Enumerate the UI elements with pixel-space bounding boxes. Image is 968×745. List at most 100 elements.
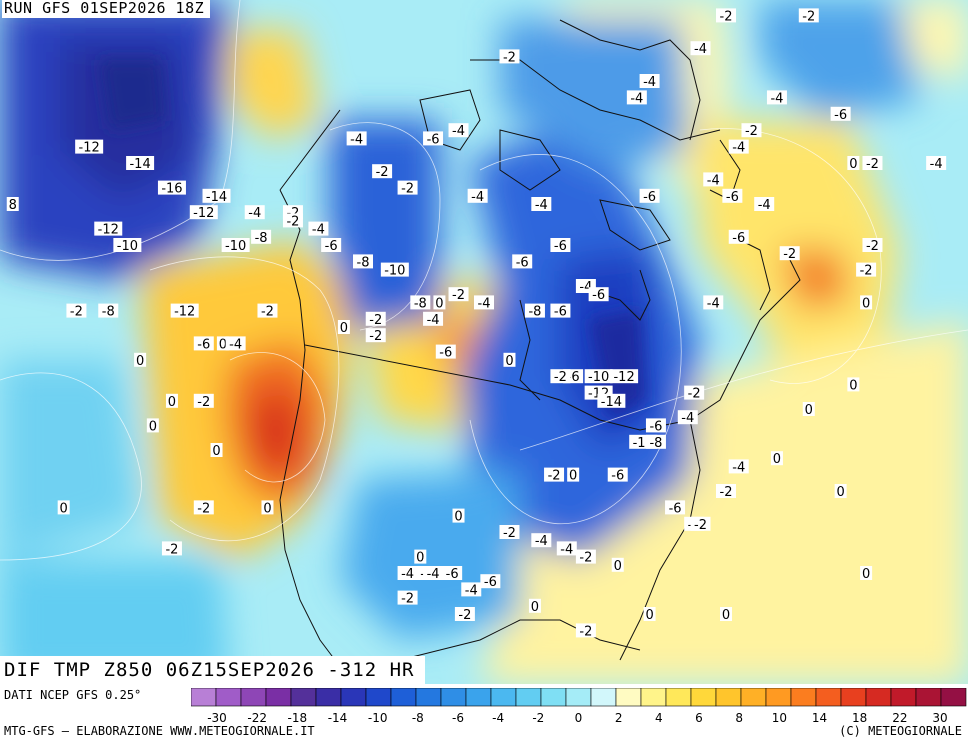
contour-label-bg — [575, 549, 596, 564]
contour-label-bg — [397, 566, 418, 580]
contour-label: -2 — [165, 542, 178, 557]
contour-label-bg — [94, 221, 123, 236]
color-scale-box — [840, 688, 867, 707]
contour-label-bg — [414, 549, 427, 564]
contour-label-bg — [165, 393, 178, 408]
color-scale-box — [640, 688, 667, 707]
credit-right: (C) METEOGIORNALE — [839, 724, 962, 738]
contour-label: -8 — [102, 305, 115, 320]
contour-label: -2 — [261, 305, 274, 320]
color-scale-box — [390, 688, 417, 707]
contour-label: -4 — [229, 337, 242, 352]
contour-label-bg — [261, 500, 274, 515]
contour-label-bg — [690, 516, 711, 531]
contour-label: 0 — [168, 395, 176, 410]
contour-label-bg — [397, 590, 418, 605]
contour-label: 0 — [614, 559, 622, 574]
contour-label: 0 — [219, 337, 227, 352]
contour-label-bg — [550, 303, 571, 318]
contour-label: -6 — [834, 108, 847, 123]
contour-label-bg — [210, 443, 223, 457]
contour-label-bg — [499, 525, 520, 539]
color-scale-tick: 0 — [575, 711, 583, 725]
contour-label-bg — [193, 500, 214, 515]
color-scale-box — [540, 688, 567, 707]
contour-label: 0 — [849, 157, 857, 172]
color-scale-box — [315, 688, 342, 707]
color-scale-box — [815, 688, 842, 707]
contour-label-bg — [728, 229, 749, 244]
contour-label: 0 — [849, 378, 857, 393]
color-scale-box — [415, 688, 442, 707]
contour-label: 0 — [505, 354, 513, 369]
contour-label: 0 — [569, 469, 577, 484]
color-scale-box — [265, 688, 292, 707]
contour-label: 0 — [645, 608, 653, 623]
contour-label: -8 — [528, 305, 541, 320]
contour-label-bg — [556, 541, 577, 556]
contour-label: -2 — [401, 182, 414, 197]
contour-label: -2 — [548, 469, 561, 484]
contour-label-bg — [98, 303, 119, 318]
contour-label: -4 — [560, 542, 573, 557]
contour-label: -2 — [745, 124, 758, 139]
contour-label: 0 — [60, 501, 68, 516]
contour-label-bg — [257, 303, 278, 318]
contour-label: -8 — [357, 255, 370, 270]
color-scale-box — [290, 688, 317, 707]
contour-label-bg — [766, 90, 787, 105]
color-scale-tick: -30 — [207, 711, 227, 725]
contour-label-bg — [754, 197, 775, 211]
color-scale-box — [340, 688, 367, 707]
contour-label: 0 — [836, 485, 844, 500]
contour-label: -2 — [688, 387, 701, 402]
contour-label: -4 — [401, 567, 414, 582]
contour-label: -2 — [286, 214, 299, 229]
contour-label-bg — [499, 49, 520, 64]
contour-label: 0 — [416, 551, 424, 566]
contour-label: -2 — [694, 518, 707, 533]
contour-label-bg — [512, 254, 533, 269]
color-scale-tick: 30 — [932, 711, 947, 725]
color-scale-tick: 14 — [812, 711, 827, 725]
contour-label-bg — [244, 205, 265, 220]
color-scale-box — [865, 688, 892, 707]
contour-label-bg — [193, 336, 214, 351]
contour-label-bg — [597, 393, 626, 408]
contour-label: -2 — [369, 313, 382, 328]
color-scale-box — [940, 688, 967, 707]
contour-label-bg — [779, 246, 800, 261]
color-scale-box — [590, 688, 617, 707]
contour-label-bg — [722, 188, 743, 203]
contour-label: -10 — [117, 239, 138, 254]
contour-label-bg — [584, 369, 613, 384]
contour-label-bg — [716, 484, 736, 498]
contour-label: 0 — [435, 296, 443, 311]
contour-label: 0 — [773, 452, 781, 467]
color-scale-tick: 18 — [852, 711, 867, 725]
contour-label-bg — [380, 262, 409, 277]
contour-label-bg — [611, 557, 624, 572]
contour-label-bg — [550, 369, 571, 384]
contour-label: -2 — [720, 9, 733, 24]
contour-label-bg — [544, 467, 565, 482]
contour-label-bg — [741, 123, 762, 138]
contour-label: -2 — [401, 592, 414, 607]
anomaly-detail — [100, 60, 645, 420]
contour-label-bg — [677, 410, 698, 425]
contour-label: -12 — [174, 305, 195, 320]
contour-label: -2 — [503, 50, 516, 65]
contour-label: 0 — [212, 444, 220, 459]
contour-label-bg — [860, 295, 873, 310]
contour-label: -6 — [669, 501, 682, 516]
contour-label: -6 — [611, 469, 624, 484]
contour-label: -14 — [206, 190, 227, 205]
color-scale-box — [740, 688, 767, 707]
contour-label-bg — [66, 303, 87, 318]
contour-label-bg — [423, 131, 444, 146]
contour-label: -10 — [384, 264, 405, 279]
color-scale-tick: -14 — [328, 711, 348, 725]
contour-label-bg — [802, 402, 815, 416]
contour-label: -2 — [503, 526, 516, 541]
contour-label: -2 — [197, 501, 210, 516]
